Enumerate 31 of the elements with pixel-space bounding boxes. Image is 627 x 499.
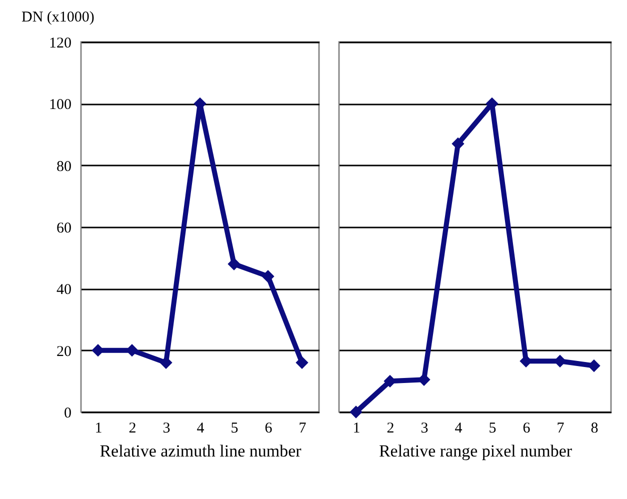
y-tick-label: 100 bbox=[49, 97, 72, 114]
x-tick-label: 4 bbox=[454, 420, 463, 436]
y-tick-label: 60 bbox=[56, 220, 72, 236]
point bbox=[228, 258, 240, 270]
x-tick-label: 6 bbox=[264, 420, 273, 436]
y-axis-title: DN (x1000) bbox=[22, 10, 94, 26]
x-tick-label: 2 bbox=[386, 420, 394, 436]
y-tick-label: 20 bbox=[56, 344, 72, 360]
y-tick-label: 120 bbox=[49, 36, 72, 52]
point bbox=[452, 137, 464, 150]
y-tick-label: 0 bbox=[64, 406, 72, 422]
x-tick-label: 6 bbox=[522, 420, 531, 436]
x-tick-label: 3 bbox=[162, 420, 170, 436]
point bbox=[588, 359, 600, 372]
x-tick-label: 1 bbox=[352, 420, 360, 436]
x-axis-title: Relative range pixel number bbox=[378, 442, 572, 460]
y-tick-label: 80 bbox=[56, 158, 72, 175]
point bbox=[262, 270, 274, 283]
point bbox=[350, 406, 362, 418]
x-axis-title: Relative azimuth line number bbox=[100, 442, 302, 460]
x-tick-label: 5 bbox=[230, 420, 238, 436]
x-tick-label: 2 bbox=[128, 420, 136, 436]
point bbox=[296, 356, 308, 369]
x-tick-label: 7 bbox=[298, 420, 307, 436]
x-tick-label: 8 bbox=[590, 420, 598, 436]
x-tick-label: 7 bbox=[556, 420, 565, 436]
x-tick-label: 1 bbox=[94, 420, 102, 436]
x-tick-label: 4 bbox=[196, 420, 205, 436]
x-tick-label: 3 bbox=[420, 420, 428, 436]
y-tick-label: 40 bbox=[56, 282, 72, 298]
x-tick-label: 5 bbox=[488, 420, 496, 436]
